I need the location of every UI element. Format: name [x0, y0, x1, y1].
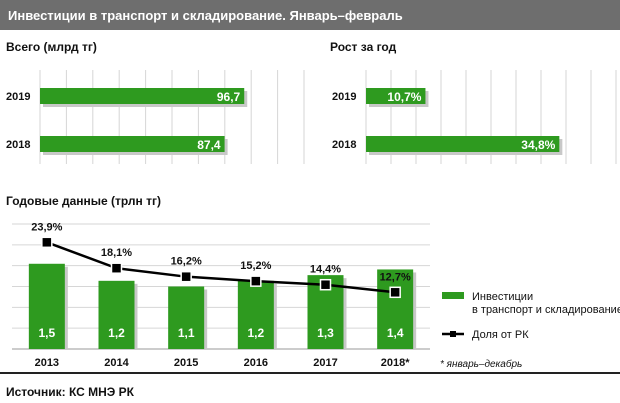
bar-data-label: 1,4: [387, 326, 404, 340]
legend-bar-label-2: в транспорт и складирование: [472, 304, 620, 316]
title-bar: Инвестиции в транспорт и складирование. …: [0, 0, 620, 30]
bar: [168, 286, 205, 349]
x-tick-label: 2013: [35, 357, 59, 369]
line-data-label: 16,2%: [171, 256, 202, 268]
data-label: 10,7%: [387, 90, 421, 104]
bar-data-label: 1,3: [317, 326, 334, 340]
line-data-label: 14,4%: [310, 264, 341, 276]
bar: [366, 88, 426, 104]
share-marker: [180, 270, 192, 283]
category-label: 2019: [332, 91, 356, 103]
share-line: [46, 241, 396, 294]
legend-bar-swatch: [442, 292, 464, 299]
bar: [40, 136, 225, 152]
bar: [40, 88, 245, 104]
share-marker: [389, 286, 401, 299]
legend-line-label: Доля от РК: [472, 329, 529, 341]
bar: [28, 263, 65, 349]
x-tick-label: 2015: [174, 357, 198, 369]
x-tick-label: 2016: [244, 357, 268, 369]
annual-combo-chart: 1,5 2013 1,2 2014 1,1 2015 1,2 2016 1,3 2017 1,4 20…: [12, 221, 620, 370]
legend-bar-label: Инвестиции: [472, 291, 533, 303]
bar-data-label: 1,5: [38, 326, 55, 340]
line-data-label: 23,9%: [31, 221, 62, 233]
footnote: * январь–декабрь: [440, 358, 522, 370]
total-bar-chart: 2019 96,7 2018 87,4: [6, 70, 305, 164]
share-marker: [41, 236, 53, 249]
annual-chart-title: Годовые данные (трлн тг): [6, 194, 161, 208]
growth-bar-chart: 2019 10,7% 2018 34,8%: [332, 70, 617, 164]
bar-data-label: 1,2: [108, 326, 125, 340]
bar-data-label: 1,2: [247, 326, 264, 340]
share-marker: [319, 278, 332, 291]
bar-data-label: 1,1: [178, 326, 195, 340]
source-note: Источник: КС МНЭ РК: [6, 385, 135, 399]
share-marker: [110, 262, 123, 274]
line-data-label: 12,7%: [380, 271, 411, 283]
bar: [98, 280, 135, 349]
category-label: 2019: [6, 91, 30, 103]
line-data-label: 15,2%: [240, 260, 271, 272]
page-title: Инвестиции в транспорт и складирование. …: [8, 8, 403, 23]
share-marker: [250, 275, 262, 287]
x-tick-label: 2017: [313, 357, 337, 369]
bar: [237, 280, 274, 349]
bar: [377, 269, 414, 349]
data-label: 87,4: [197, 138, 221, 152]
divider: [0, 372, 620, 374]
x-tick-label: 2014: [104, 357, 129, 369]
category-label: 2018: [6, 139, 30, 151]
total-chart-title: Всего (млрд тг): [6, 40, 97, 54]
bar: [366, 136, 560, 152]
x-tick-label: 2018*: [381, 357, 410, 369]
legend-line-marker: [450, 331, 456, 337]
data-label: 96,7: [217, 90, 241, 104]
category-label: 2018: [332, 139, 356, 151]
line-data-label: 18,1%: [101, 247, 132, 259]
growth-chart-title: Рост за год: [330, 40, 397, 54]
data-label: 34,8%: [521, 138, 555, 152]
